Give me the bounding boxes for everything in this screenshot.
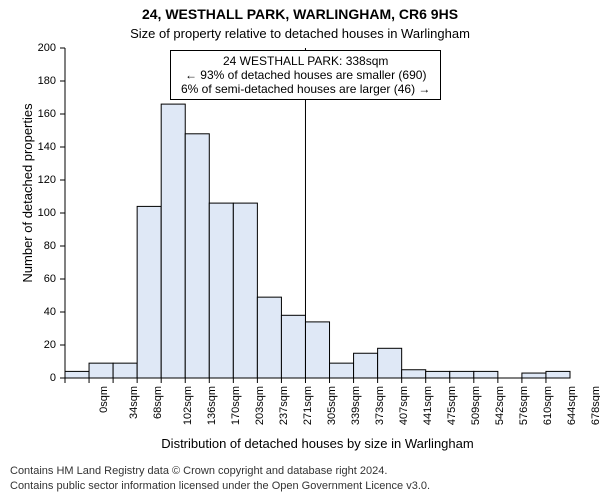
x-tick-label: 373sqm (374, 386, 386, 425)
y-tick-label: 140 (0, 141, 56, 153)
x-tick-label: 68sqm (152, 386, 164, 419)
y-tick-label: 100 (0, 207, 56, 219)
x-tick-label: 441sqm (422, 386, 434, 425)
x-tick-label: 644sqm (567, 386, 579, 425)
annotation-line-3: 6% of semi-detached houses are larger (4… (181, 82, 430, 96)
x-tick-label: 0sqm (97, 386, 109, 413)
y-tick-label: 20 (0, 339, 56, 351)
x-tick-label: 34sqm (128, 386, 140, 419)
y-tick-label: 0 (0, 372, 56, 384)
x-tick-label: 305sqm (326, 386, 338, 425)
x-tick-label: 576sqm (518, 386, 530, 425)
x-tick-label: 203sqm (254, 386, 266, 425)
footer-line-1: Contains HM Land Registry data © Crown c… (10, 464, 590, 479)
y-tick-label: 200 (0, 42, 56, 54)
y-tick-label: 180 (0, 75, 56, 87)
x-tick-label: 102sqm (182, 386, 194, 425)
y-tick-label: 60 (0, 273, 56, 285)
x-tick-label: 509sqm (470, 386, 482, 425)
x-tick-label: 407sqm (398, 386, 410, 425)
x-tick-label: 170sqm (230, 386, 242, 425)
x-tick-label: 610sqm (542, 386, 554, 425)
y-tick-label: 80 (0, 240, 56, 252)
x-tick-label: 271sqm (302, 386, 314, 425)
annotation-line-1: 24 WESTHALL PARK: 338sqm (181, 54, 430, 68)
chart-container: 24, WESTHALL PARK, WARLINGHAM, CR6 9HS S… (0, 0, 600, 500)
y-tick-label: 120 (0, 174, 56, 186)
y-tick-label: 40 (0, 306, 56, 318)
x-tick-label: 475sqm (446, 386, 458, 425)
annotation-callout: 24 WESTHALL PARK: 338sqm ← 93% of detach… (170, 50, 441, 100)
y-tick-label: 160 (0, 108, 56, 120)
x-tick-label: 237sqm (278, 386, 290, 425)
x-tick-label: 136sqm (206, 386, 218, 425)
x-tick-label: 339sqm (350, 386, 362, 425)
x-tick-label: 678sqm (591, 386, 600, 425)
footer-attribution: Contains HM Land Registry data © Crown c… (10, 464, 590, 494)
footer-line-2: Contains public sector information licen… (10, 479, 590, 494)
annotation-line-2: ← 93% of detached houses are smaller (69… (181, 68, 430, 82)
x-axis-label: Distribution of detached houses by size … (65, 436, 570, 451)
x-tick-label: 542sqm (494, 386, 506, 425)
